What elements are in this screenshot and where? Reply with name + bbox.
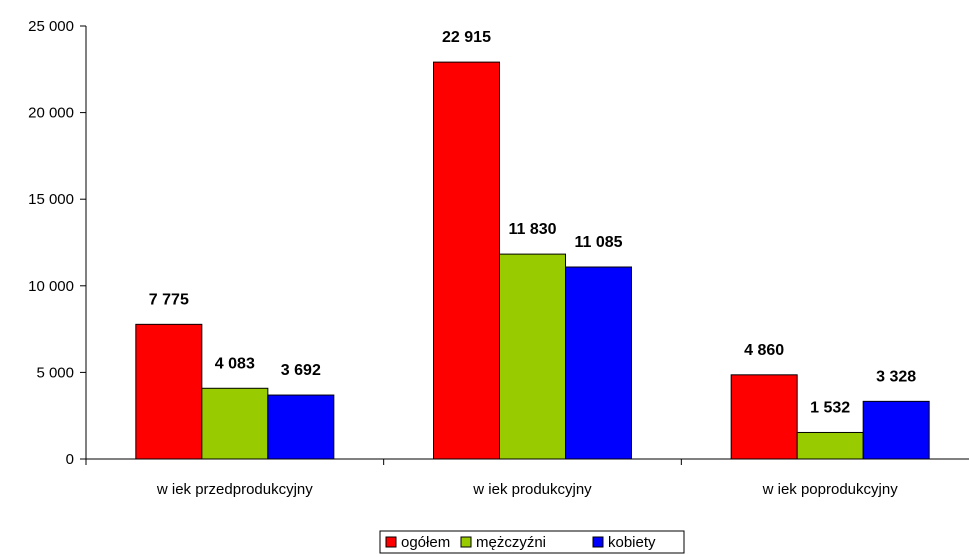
data-label: 7 775 (149, 291, 189, 308)
data-labels: 7 775 4 083 3 692 22 915 11 830 11 085 4 860 1 … (149, 29, 916, 416)
data-label: 11 830 (508, 221, 556, 238)
y-tick-label: 15 000 (28, 191, 74, 208)
data-label: 4 860 (744, 342, 784, 359)
legend-label: kobiety (608, 534, 656, 551)
legend-label: ogółem (401, 534, 450, 551)
x-category-label: w iek poprodukcyjny (762, 481, 899, 498)
x-category-label: w iek przedprodukcyjny (156, 481, 313, 498)
bar (433, 61, 500, 460)
bar (565, 266, 632, 460)
legend-label: mężczyźni (476, 534, 546, 551)
legend-box (379, 530, 685, 554)
legend-swatch (592, 536, 604, 548)
bar (730, 374, 798, 460)
legend-swatch (385, 536, 397, 548)
data-label: 4 083 (215, 355, 255, 372)
bar (135, 323, 203, 460)
y-tick-label: 10 000 (28, 278, 74, 295)
data-label: 3 328 (876, 368, 916, 385)
y-tick-label: 0 (66, 451, 74, 468)
legend: ogółem mężczyźni kobiety (379, 530, 685, 554)
bar (862, 400, 930, 460)
bars (135, 61, 930, 460)
y-tick-label: 20 000 (28, 105, 74, 122)
bar (201, 387, 269, 460)
x-category-label: w iek produkcyjny (472, 481, 592, 498)
data-label: 1 532 (810, 399, 850, 416)
data-label: 22 915 (442, 29, 491, 46)
y-tick-label: 5 000 (36, 364, 74, 381)
legend-swatch (460, 536, 472, 548)
bar (499, 253, 566, 460)
data-label: 3 692 (281, 362, 321, 379)
axes: 0 5 000 10 000 15 000 20 000 25 000 w iek prze… (28, 18, 969, 498)
bar (267, 394, 335, 460)
y-tick-label: 25 000 (28, 18, 74, 35)
data-label: 11 085 (574, 234, 622, 251)
bar (796, 431, 864, 460)
